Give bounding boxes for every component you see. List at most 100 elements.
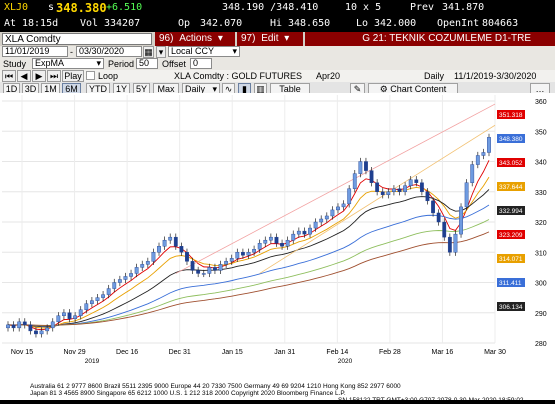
oi-value: 804663 bbox=[482, 18, 519, 29]
study-bar: Study ExpMA ▾ Period 50 Offset 0 bbox=[0, 58, 555, 70]
candle bbox=[436, 212, 441, 223]
lot-size: 10 x 5 bbox=[345, 2, 382, 13]
y-tick-label: 280 bbox=[535, 341, 547, 348]
candle bbox=[408, 179, 413, 186]
edit-label: Edit bbox=[261, 33, 279, 44]
candle bbox=[475, 155, 480, 165]
frequency-value: Daily bbox=[185, 84, 206, 94]
candle bbox=[56, 315, 61, 323]
candle bbox=[352, 173, 357, 189]
value-tag bbox=[497, 278, 525, 287]
currency-select[interactable]: Local CCY ▾ bbox=[168, 46, 240, 57]
skip-back-icon[interactable]: ⏮ bbox=[2, 70, 16, 82]
tab-6m[interactable]: 6M bbox=[62, 83, 81, 95]
y-tick-label: 310 bbox=[535, 250, 547, 257]
offset-label: Offset bbox=[162, 59, 186, 69]
candle bbox=[17, 321, 22, 329]
candle bbox=[403, 185, 408, 192]
actions-num: 96) bbox=[159, 33, 174, 44]
loop-checkbox[interactable] bbox=[86, 71, 95, 80]
candle bbox=[280, 242, 284, 247]
value-tag-text: 343.052 bbox=[499, 160, 523, 167]
play-button[interactable]: Play bbox=[62, 70, 84, 82]
chevron-down-icon[interactable]: ▾ bbox=[156, 46, 166, 58]
candle bbox=[213, 267, 217, 271]
price-chart[interactable]: 360 350 340 330 320 310 300 290 280 Nov 15 Nov 29 D… bbox=[0, 93, 555, 383]
x-tick-label: Jan 15 bbox=[222, 349, 243, 356]
trend-line bbox=[259, 124, 496, 274]
candle bbox=[252, 249, 256, 253]
date-to-field[interactable]: 03/30/2020 bbox=[76, 46, 142, 57]
actions-menu[interactable]: 96) Actions ▾ bbox=[155, 32, 235, 46]
oi-label: OpenInt bbox=[437, 18, 480, 29]
candle bbox=[179, 246, 184, 253]
at-label: At bbox=[4, 18, 17, 29]
candle bbox=[22, 321, 27, 326]
moving-average-line bbox=[7, 204, 490, 327]
y-tick-label: 350 bbox=[535, 129, 547, 136]
chart-svg[interactable]: 360 350 340 330 320 310 300 290 280 Nov 15 Nov 29 D… bbox=[0, 93, 555, 383]
chevron-down-icon: ▾ bbox=[212, 84, 217, 94]
candle bbox=[78, 309, 83, 316]
candle bbox=[145, 261, 150, 265]
price-prefix: s bbox=[48, 2, 55, 13]
candle bbox=[28, 324, 33, 332]
candle bbox=[296, 230, 301, 235]
period-field[interactable]: 50 bbox=[136, 58, 158, 69]
moving-average-line bbox=[7, 219, 490, 327]
chevron-down-icon: ▾ bbox=[217, 33, 223, 44]
candle bbox=[157, 246, 161, 253]
candle bbox=[380, 191, 385, 196]
value-tag bbox=[497, 206, 525, 215]
candle bbox=[341, 203, 346, 208]
value-tag bbox=[497, 302, 525, 311]
candle bbox=[313, 221, 318, 229]
chevron-down-icon: ▾ bbox=[96, 58, 101, 68]
lo-value: 342.000 bbox=[374, 18, 417, 29]
hi-value: 348.650 bbox=[288, 18, 331, 29]
candle bbox=[129, 273, 133, 277]
bid-ask: 348.190 /348.410 bbox=[222, 2, 319, 13]
chevron-down-icon: ▾ bbox=[284, 33, 290, 44]
security-input[interactable]: XLA Comdty bbox=[2, 33, 152, 45]
hi-label: Hi bbox=[270, 18, 283, 29]
ticker[interactable]: XLJ0 bbox=[4, 2, 29, 13]
step-back-icon[interactable]: ◀ bbox=[17, 70, 31, 82]
loop-label: Loop bbox=[98, 71, 119, 81]
study-value: ExpMA bbox=[35, 58, 65, 68]
tab-1y[interactable]: 1Y bbox=[113, 83, 130, 95]
x-tick-label: Feb 14 bbox=[326, 349, 348, 356]
candle bbox=[201, 273, 206, 275]
candle bbox=[274, 236, 279, 244]
candle bbox=[34, 330, 38, 335]
candle bbox=[447, 236, 452, 253]
step-forward-icon[interactable]: ▶ bbox=[32, 70, 46, 82]
x-tick-label: Nov 29 bbox=[63, 349, 85, 356]
candle bbox=[95, 297, 100, 301]
calendar-icon[interactable]: ▦ bbox=[143, 46, 154, 58]
value-tag bbox=[497, 254, 525, 263]
candle bbox=[263, 239, 268, 244]
offset-field[interactable]: 0 bbox=[190, 58, 212, 69]
skip-forward-icon[interactable]: ⏭ bbox=[47, 70, 61, 82]
time-value: 18:15d bbox=[22, 18, 59, 29]
chart-security-name: XLA Comdty : GOLD FUTURES bbox=[174, 71, 303, 81]
candle bbox=[218, 264, 223, 271]
prev-label: Prev bbox=[410, 2, 435, 13]
candle bbox=[6, 324, 10, 329]
frequency-label: Daily bbox=[424, 71, 445, 81]
playback-bar: ⏮ ◀ ▶ ⏭ Play Loop XLA Comdty : GOLD FUTU… bbox=[0, 70, 555, 82]
study-select[interactable]: ExpMA ▾ bbox=[32, 58, 104, 69]
candle bbox=[330, 209, 335, 217]
candle bbox=[397, 188, 402, 192]
candle bbox=[453, 233, 458, 253]
candle bbox=[302, 230, 307, 235]
y-tick-label: 290 bbox=[535, 311, 547, 318]
x-tick-label: Feb 28 bbox=[379, 349, 401, 356]
last-price: 348.380 bbox=[56, 1, 107, 15]
value-tag-text: 311.411 bbox=[499, 280, 522, 287]
candle bbox=[268, 236, 273, 241]
edit-menu[interactable]: 97) Edit ▾ bbox=[237, 32, 303, 46]
date-from-field[interactable]: 11/01/2019 bbox=[2, 46, 68, 57]
candle bbox=[39, 330, 44, 335]
